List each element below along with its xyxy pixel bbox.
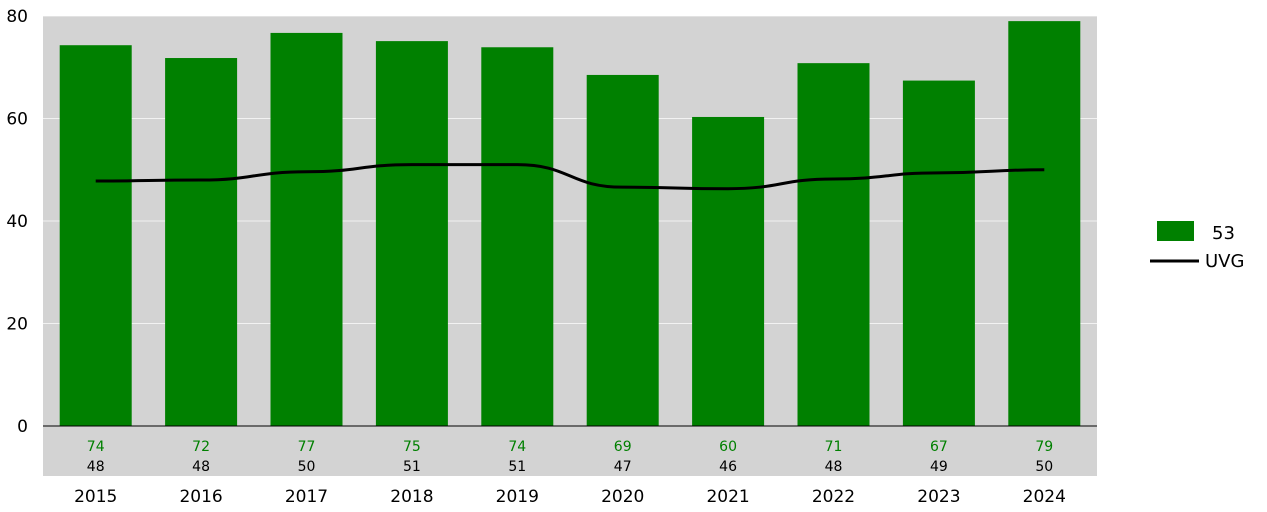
x-tick-label: 2022 (812, 487, 855, 507)
x-tick-label: 2019 (496, 487, 539, 507)
bar (481, 47, 554, 426)
x-tick-label: 2021 (706, 487, 749, 507)
y-tick-label: 60 (6, 110, 28, 130)
x-tick-label: 2024 (1023, 487, 1066, 507)
legend-label-uvg: UVG (1205, 251, 1244, 272)
bar (1008, 21, 1081, 426)
legend-swatch-53 (1157, 221, 1194, 241)
data-label-uvg: 46 (719, 459, 737, 475)
x-tick-label: 2023 (917, 487, 960, 507)
data-label-uvg: 50 (1035, 459, 1053, 475)
bar-series (59, 21, 1081, 427)
uvg-line (95, 163, 1045, 191)
data-label-area (43, 426, 1097, 476)
data-label-uvg: 50 (298, 459, 316, 475)
data-label-53: 71 (825, 439, 843, 455)
data-label-53: 77 (298, 439, 316, 455)
data-label-53: 72 (192, 439, 210, 455)
bar (165, 58, 238, 427)
bar (375, 41, 448, 427)
x-tick-label: 2016 (179, 487, 222, 507)
data-label-53: 79 (1035, 439, 1053, 455)
bar (270, 32, 343, 426)
data-label-uvg: 51 (403, 459, 421, 475)
x-axis-categories: 2015 2016 2017 2018 2019 2020 2021 2022 2023 2024 (74, 487, 1066, 507)
x-tick-label: 2015 (74, 487, 117, 507)
data-label-53: 67 (930, 439, 948, 455)
bar (902, 80, 975, 426)
x-tick-label: 2018 (390, 487, 433, 507)
data-label-53: 69 (614, 439, 632, 455)
legend: 53 UVG (1150, 221, 1244, 272)
bar (586, 74, 659, 426)
data-label-53: 74 (87, 439, 105, 455)
x-tick-label: 2017 (285, 487, 328, 507)
y-tick-label: 40 (6, 212, 28, 232)
y-tick-label: 80 (6, 7, 28, 27)
data-label-uvg: 47 (614, 459, 632, 475)
bar (59, 45, 132, 427)
data-label-uvg: 51 (508, 459, 526, 475)
data-label-53: 75 (403, 439, 421, 455)
y-axis-ticks: 0 20 40 60 80 (6, 7, 28, 437)
data-label-53: 74 (508, 439, 526, 455)
legend-label-53: 53 (1212, 223, 1235, 244)
y-tick-label: 20 (6, 315, 28, 335)
x-tick-label: 2020 (601, 487, 644, 507)
data-label-uvg: 48 (192, 459, 210, 475)
data-labels: 74 48 72 48 77 50 75 51 74 51 69 47 60 46 71 48 67 49 79 50 (87, 439, 1053, 475)
data-label-uvg: 49 (930, 459, 948, 475)
data-label-53: 60 (719, 439, 737, 455)
data-label-uvg: 48 (87, 459, 105, 475)
bar (692, 116, 765, 427)
bar (797, 63, 870, 427)
data-label-uvg: 48 (825, 459, 843, 475)
y-tick-label: 0 (17, 417, 28, 437)
